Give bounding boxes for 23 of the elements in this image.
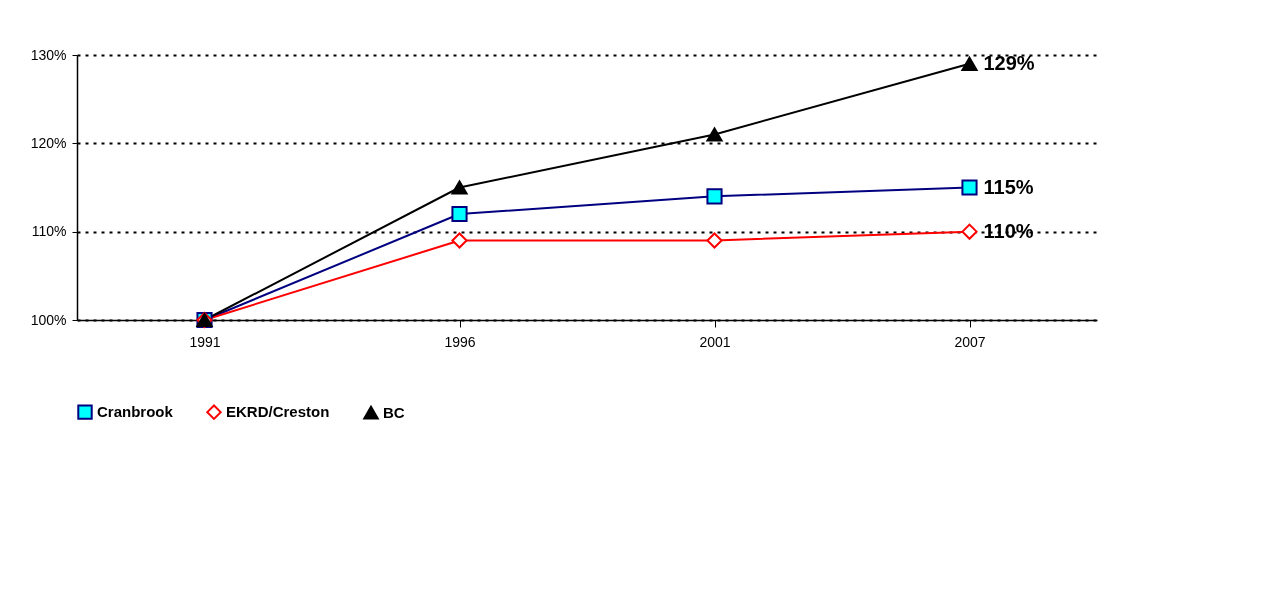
legend-label: EKRD/Creston — [226, 403, 330, 421]
data-label: 129% — [983, 51, 1035, 74]
point — [706, 188, 723, 205]
x-tick-label: 1996 — [444, 333, 476, 350]
y-tick-label: 100% — [30, 311, 67, 328]
point — [451, 232, 468, 249]
point — [706, 127, 723, 142]
point — [961, 56, 978, 71]
x-tick-label: 2007 — [954, 333, 986, 350]
x-tick-label: 2001 — [699, 333, 731, 350]
y-tick-label: 130% — [30, 46, 67, 63]
x-tick-label: 1991 — [189, 333, 221, 350]
data-label: 115% — [983, 175, 1034, 198]
point — [961, 179, 978, 196]
point — [706, 232, 723, 249]
y-tick-label: 110% — [31, 223, 67, 240]
data-label: 110% — [983, 219, 1034, 242]
point — [451, 180, 468, 195]
point — [451, 205, 468, 223]
point — [961, 223, 978, 240]
y-tick-label: 120% — [30, 134, 67, 151]
legend-label: Cranbrook — [97, 403, 174, 421]
legend-label: BC — [383, 403, 405, 421]
